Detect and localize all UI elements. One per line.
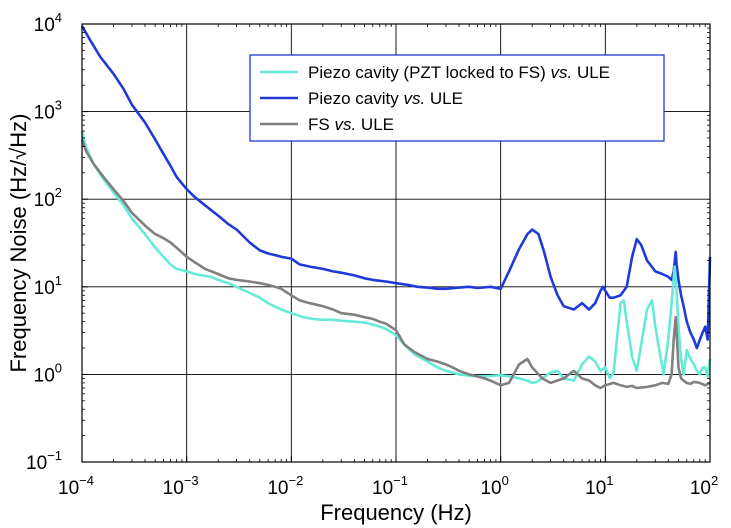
data-series <box>80 25 712 390</box>
x-tick-label: 100 <box>480 473 508 499</box>
y-tick-label: 10−1 <box>26 448 62 474</box>
y-axis-title: Frequency Noise (Hz/√Hz) <box>6 113 31 372</box>
legend: Piezo cavity (PZT locked to FS) vs. ULE P… <box>249 54 665 142</box>
y-tick-label: 101 <box>34 273 62 299</box>
legend-label-2: Piezo cavity vs. ULE <box>308 89 463 108</box>
legend-label-1: Piezo cavity (PZT locked to FS) vs. ULE <box>308 63 610 82</box>
x-tick-label: 10−3 <box>163 473 199 499</box>
x-tick-labels: 10−4 10−3 10−2 10−1 100 101 102 <box>58 473 718 499</box>
legend-box <box>249 54 665 142</box>
y-tick-labels: 10−1 100 101 102 103 104 <box>26 10 62 474</box>
axis-ticks <box>81 23 711 463</box>
x-tick-label: 10−1 <box>372 473 408 499</box>
x-tick-label: 10−2 <box>267 473 303 499</box>
y-tick-label: 103 <box>34 98 62 124</box>
y-tick-label: 104 <box>34 10 62 36</box>
series-line-1 <box>80 130 712 385</box>
x-tick-label: 101 <box>585 473 613 499</box>
y-tick-label: 102 <box>34 185 62 211</box>
legend-label-3: FS vs. ULE <box>308 115 394 134</box>
x-tick-label: 102 <box>690 473 718 499</box>
y-tick-label: 100 <box>34 360 62 386</box>
series-line-3 <box>80 139 711 390</box>
x-axis-title: Frequency (Hz) <box>320 500 472 525</box>
x-tick-label: 10−4 <box>58 473 94 499</box>
